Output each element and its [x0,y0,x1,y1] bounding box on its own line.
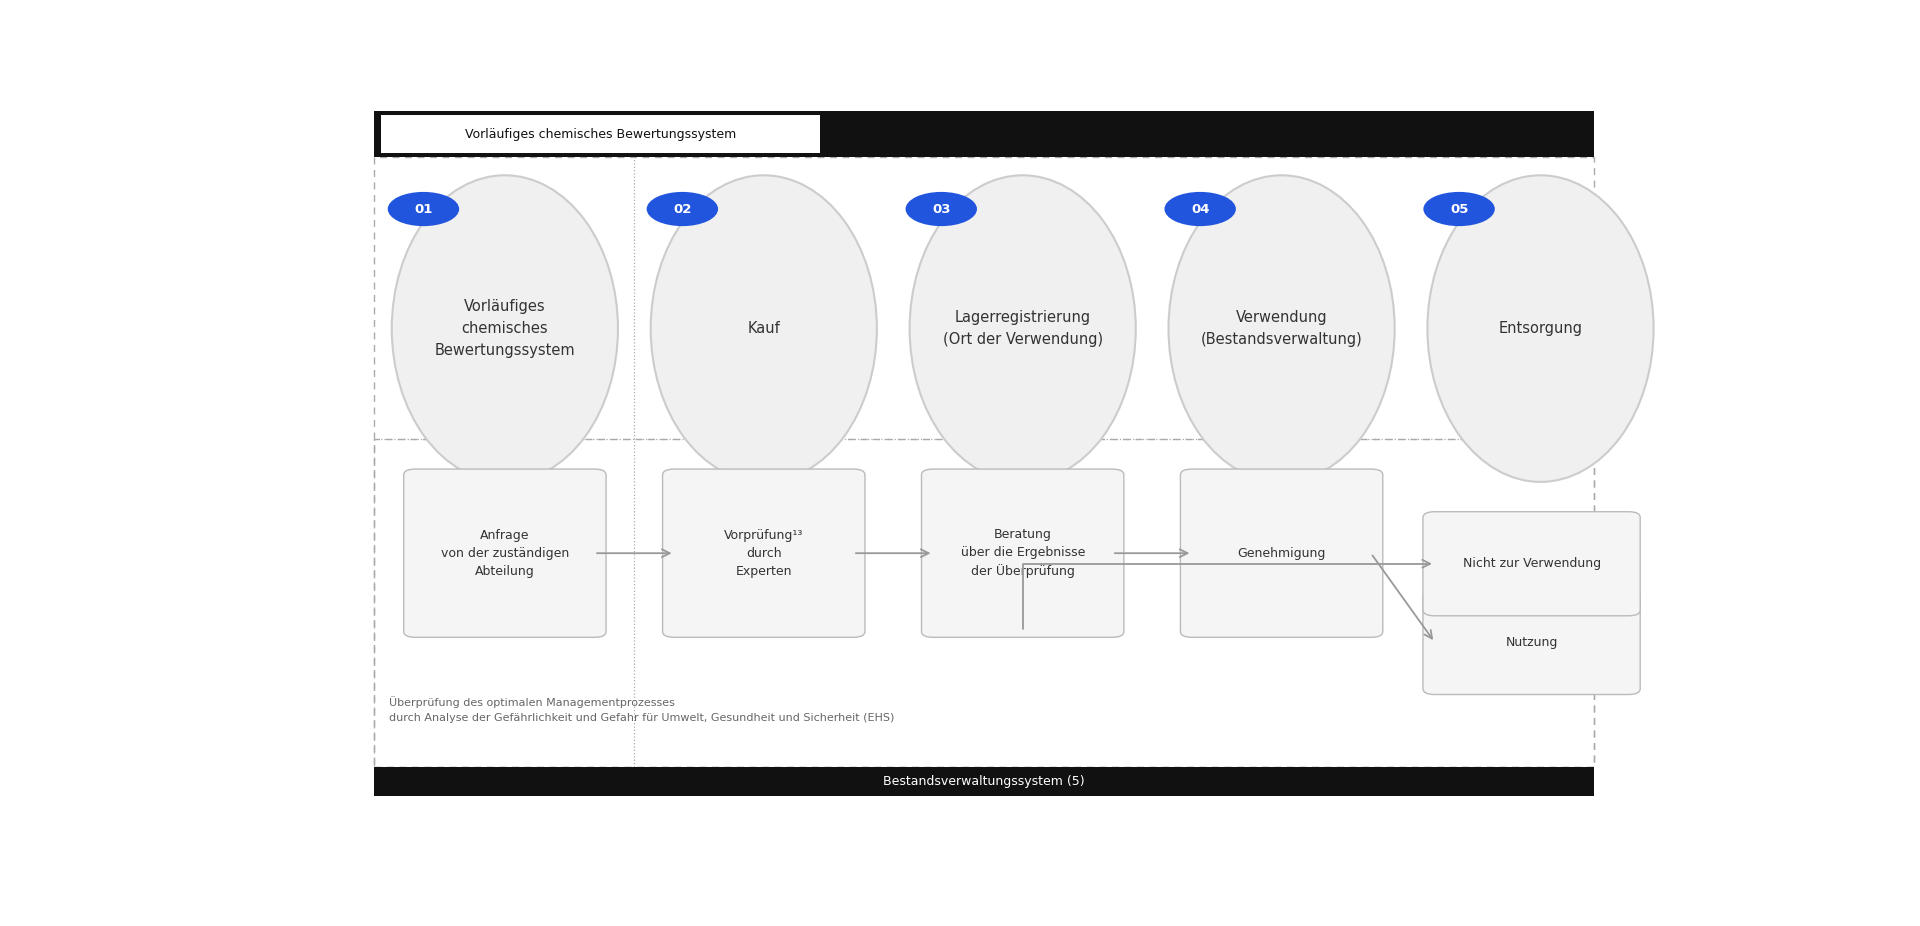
Text: Entsorgung: Entsorgung [1498,321,1582,336]
FancyBboxPatch shape [403,469,607,637]
FancyBboxPatch shape [374,767,1594,795]
Text: 04: 04 [1190,203,1210,216]
FancyBboxPatch shape [382,116,820,153]
Ellipse shape [392,175,618,482]
Circle shape [388,192,459,226]
Circle shape [1423,192,1496,226]
Text: Überprüfung des optimalen Managementprozesses
durch Analyse der Gefährlichkeit u: Überprüfung des optimalen Managementproz… [388,695,895,722]
Text: 01: 01 [415,203,432,216]
FancyBboxPatch shape [662,469,864,637]
Text: Nicht zur Verwendung: Nicht zur Verwendung [1463,557,1601,570]
Text: Vorläufiges
chemisches
Bewertungssystem: Vorläufiges chemisches Bewertungssystem [434,299,576,358]
FancyBboxPatch shape [922,469,1123,637]
FancyBboxPatch shape [1423,591,1640,694]
Text: Vorprüfung¹³
durch
Experten: Vorprüfung¹³ durch Experten [724,529,803,578]
Circle shape [1164,192,1236,226]
Ellipse shape [651,175,877,482]
FancyBboxPatch shape [1181,469,1382,637]
Text: Vorläufiges chemisches Bewertungssystem: Vorläufiges chemisches Bewertungssystem [465,128,737,141]
Text: Nutzung: Nutzung [1505,636,1557,649]
Text: Beratung
über die Ergebnisse
der Überprüfung: Beratung über die Ergebnisse der Überprü… [960,528,1085,579]
Ellipse shape [910,175,1137,482]
Text: 03: 03 [931,203,950,216]
Ellipse shape [1169,175,1394,482]
FancyBboxPatch shape [374,111,1594,157]
FancyBboxPatch shape [1423,512,1640,616]
Text: 02: 02 [674,203,691,216]
Circle shape [647,192,718,226]
Text: Verwendung
(Bestandsverwaltung): Verwendung (Bestandsverwaltung) [1200,310,1363,347]
Text: Kauf: Kauf [747,321,780,336]
Text: Bestandsverwaltungssystem (5): Bestandsverwaltungssystem (5) [883,775,1085,788]
Text: 05: 05 [1450,203,1469,216]
Text: Lagerregistrierung
(Ort der Verwendung): Lagerregistrierung (Ort der Verwendung) [943,310,1102,347]
Circle shape [906,192,977,226]
Text: Genehmigung: Genehmigung [1236,546,1327,559]
Text: Anfrage
von der zuständigen
Abteilung: Anfrage von der zuständigen Abteilung [442,529,568,578]
Ellipse shape [1427,175,1653,482]
